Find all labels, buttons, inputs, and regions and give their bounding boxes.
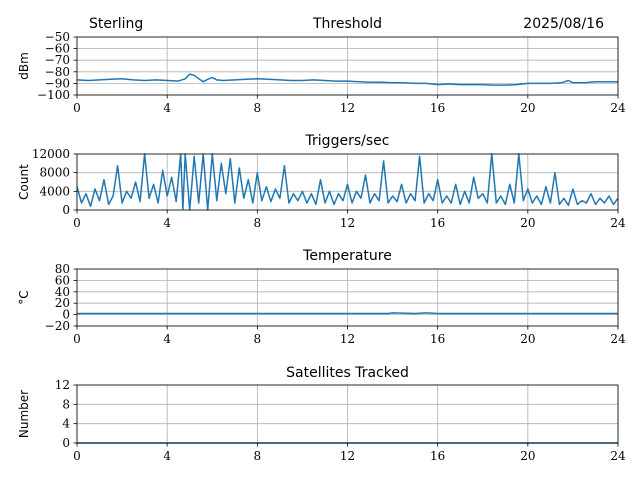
x-tick-label: 24 (610, 332, 626, 346)
x-tick-label: 20 (520, 449, 535, 463)
x-tick-label: 20 (520, 332, 535, 346)
x-tick-label: 4 (163, 216, 171, 230)
x-tick-label: 16 (430, 101, 445, 115)
y-axis-label: Number (17, 390, 31, 438)
panel-3: 0 4 8 12 16 20 24 0 4 8 12 Satellites Tracked Number (17, 365, 626, 463)
x-tick-label: 12 (340, 216, 355, 230)
x-tick-label: 4 (163, 449, 171, 463)
y-axis-label: dBm (17, 52, 31, 80)
y-tick-label: 80 (55, 262, 70, 276)
date-label: 2025/08/16 (523, 16, 604, 32)
y-tick-label: 40 (55, 285, 70, 299)
y-tick-label: 8 (62, 397, 70, 411)
y-tick-label: 0 (62, 436, 70, 450)
series-line-1-0 (76, 153, 619, 211)
y-tick-label: −60 (45, 42, 70, 56)
y-tick-label: −20 (45, 319, 70, 333)
x-tick-label: 8 (254, 101, 262, 115)
x-tick-label: 24 (610, 449, 626, 463)
y-tick-label: 8000 (39, 166, 70, 180)
y-axis-label: Count (17, 164, 31, 200)
x-tick-label: 20 (520, 216, 535, 230)
y-tick-label: 60 (55, 273, 70, 287)
x-tick-label: 4 (163, 332, 171, 346)
panel-0: 0 4 8 12 16 20 24 −100−90−80−70−60−50 Threshold d… (17, 16, 626, 115)
x-tick-label: 8 (254, 332, 262, 346)
series-line-0-0 (76, 73, 618, 86)
y-tick-label: −70 (45, 53, 70, 67)
panel-title: Satellites Tracked (286, 365, 409, 381)
y-tick-label: 12000 (32, 147, 70, 161)
x-tick-label: 4 (163, 101, 171, 115)
y-axis-label: °C (17, 290, 31, 304)
series-line-2-0 (77, 312, 618, 315)
panel-title: Temperature (302, 248, 392, 264)
y-tick-label: 12 (55, 378, 70, 392)
y-tick-label: 4 (62, 417, 70, 431)
x-tick-label: 24 (610, 101, 626, 115)
y-tick-label: −100 (37, 88, 70, 102)
y-tick-label: 0 (62, 203, 70, 217)
panel-1: 0 4 8 12 16 20 24 0 4000 8000 12000 Triggers/sec Cou… (17, 133, 626, 230)
x-tick-label: 24 (610, 216, 626, 230)
y-tick-label: −80 (45, 65, 70, 79)
x-tick-label: 20 (520, 101, 535, 115)
y-tick-label: −90 (45, 76, 70, 90)
x-tick-label: 16 (430, 216, 445, 230)
x-tick-label: 12 (340, 101, 355, 115)
y-tick-label: 4000 (39, 184, 70, 198)
x-tick-label: 16 (430, 332, 445, 346)
x-tick-label: 0 (73, 216, 81, 230)
x-tick-label: 0 (73, 332, 81, 346)
y-tick-label: 20 (55, 296, 70, 310)
x-tick-label: 0 (73, 449, 81, 463)
y-tick-label: −50 (45, 30, 70, 44)
panel-title: Triggers/sec (305, 133, 390, 149)
station-name: Sterling (89, 16, 143, 32)
x-tick-label: 0 (73, 101, 81, 115)
y-tick-label: 0 (62, 308, 70, 322)
x-tick-label: 12 (340, 332, 355, 346)
panel-title: Threshold (312, 16, 382, 32)
x-tick-label: 16 (430, 449, 445, 463)
x-tick-label: 8 (254, 449, 262, 463)
x-tick-label: 12 (340, 449, 355, 463)
x-tick-label: 8 (254, 216, 262, 230)
